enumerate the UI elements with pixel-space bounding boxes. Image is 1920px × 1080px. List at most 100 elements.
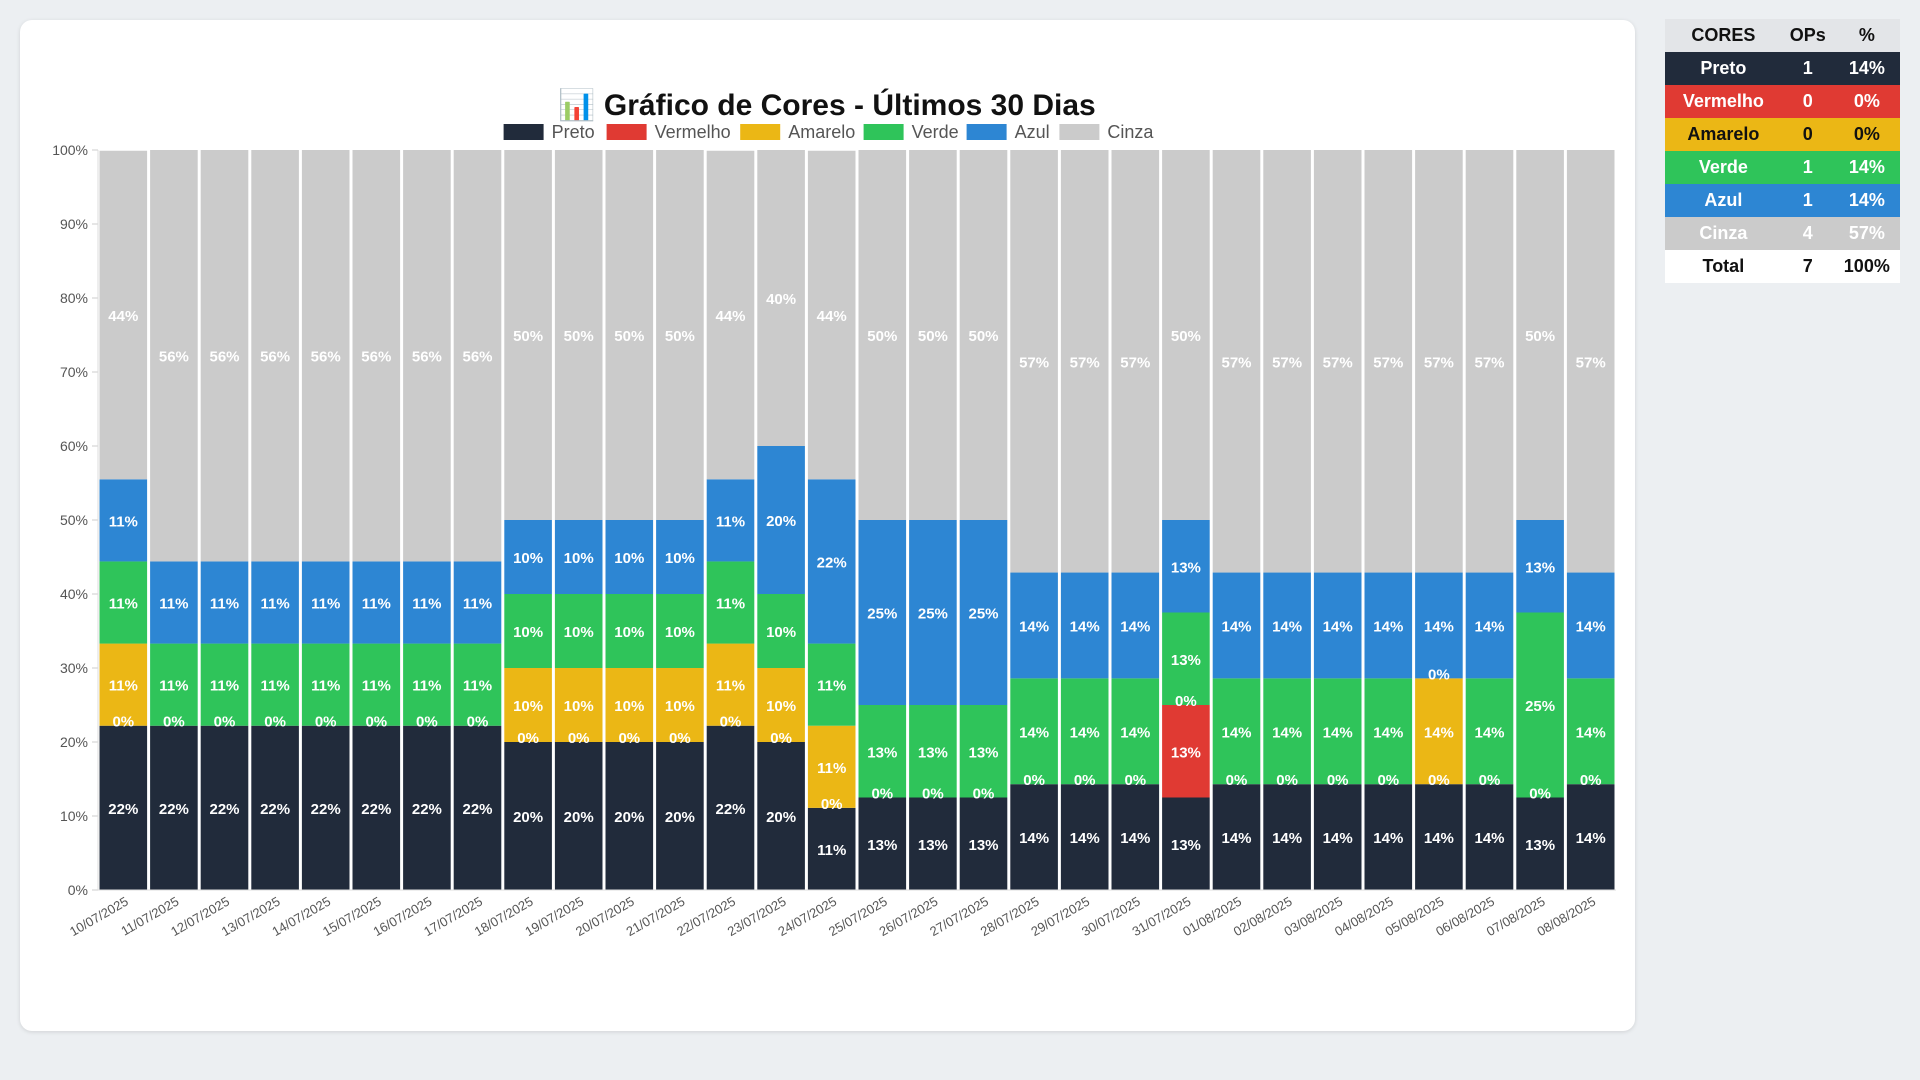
data-label-cinza: 56% xyxy=(462,349,492,366)
data-label-azul: 25% xyxy=(918,606,948,623)
bar-segment-preto xyxy=(1516,797,1564,890)
bar-segment-cinza xyxy=(605,150,654,520)
bar-segment-cinza xyxy=(301,150,350,562)
data-label-amarelo: 11% xyxy=(109,678,138,695)
bar-segment-preto xyxy=(99,725,148,890)
bar-segment-cinza xyxy=(656,150,704,520)
bar-segment-amarelo xyxy=(656,668,704,742)
data-label-preto: 14% xyxy=(1323,830,1353,847)
bar-segment-verde xyxy=(301,643,350,726)
bar-segment-preto xyxy=(1212,784,1261,890)
bar-segment-cinza xyxy=(807,150,856,480)
bar-segment-preto xyxy=(656,742,704,890)
data-label-preto: 14% xyxy=(1424,830,1454,847)
data-label-verde: 14% xyxy=(1272,724,1302,741)
data-label-verde: 14% xyxy=(1070,724,1100,741)
y-tick-label: 0% xyxy=(68,882,88,898)
data-label-verde: 14% xyxy=(1576,724,1606,741)
bar-segment-cinza xyxy=(1465,150,1514,573)
data-label-vermelho: 0% xyxy=(1529,786,1551,803)
bar-segment-preto xyxy=(1263,784,1311,890)
total-label: Total xyxy=(1665,250,1782,283)
data-label-vermelho: 0% xyxy=(973,786,995,803)
data-label-amarelo: 10% xyxy=(665,698,695,715)
y-tick-label: 70% xyxy=(60,364,88,380)
bar-segment-verde xyxy=(757,594,805,668)
bar-segment-azul xyxy=(1415,572,1463,679)
bar-segment-cinza xyxy=(1162,150,1210,520)
legend-label-vermelho: Vermelho xyxy=(655,122,731,142)
data-label-azul: 22% xyxy=(817,554,847,571)
data-label-preto: 22% xyxy=(462,801,492,818)
data-label-azul: 14% xyxy=(1323,618,1353,635)
row-percent: 0% xyxy=(1833,118,1900,151)
chart-title: 📊 Gráfico de Cores - Últimos 30 Dias xyxy=(558,87,1096,122)
bar-segment-cinza xyxy=(403,150,451,562)
bar-segment-azul xyxy=(453,561,502,644)
bar-segment-verde xyxy=(807,643,856,726)
data-label-azul: 11% xyxy=(109,513,138,530)
bar-segment-cinza xyxy=(150,150,198,562)
color-summary-table: CORES OPs % Preto 1 14% Vermelho 0 0% Am… xyxy=(1665,19,1900,283)
bar-segment-preto xyxy=(1162,797,1210,890)
bar-segment-verde xyxy=(554,594,603,668)
bar-segment-preto xyxy=(554,742,603,890)
bar-segment-verde xyxy=(959,705,1008,798)
row-percent: 14% xyxy=(1833,184,1900,217)
data-label-azul: 25% xyxy=(867,606,897,623)
data-label-azul: 10% xyxy=(665,550,695,567)
data-label-cinza: 57% xyxy=(1120,354,1150,371)
bar-segment-cinza xyxy=(1313,150,1362,573)
bar-segment-cinza xyxy=(352,150,401,562)
bar-segment-amarelo xyxy=(605,668,654,742)
y-tick-label: 80% xyxy=(60,290,88,306)
data-label-preto: 13% xyxy=(1525,837,1555,854)
data-label-vermelho: 0% xyxy=(467,714,489,731)
bar-segment-azul xyxy=(605,520,654,594)
data-label-cinza: 50% xyxy=(614,328,644,345)
y-tick-label: 40% xyxy=(60,586,88,602)
data-label-vermelho: 0% xyxy=(1074,772,1096,789)
bar-segment-preto xyxy=(757,742,805,890)
bar-segment-azul xyxy=(403,561,451,644)
data-label-cinza: 56% xyxy=(311,349,341,366)
data-label-preto: 13% xyxy=(867,837,897,854)
data-label-preto: 14% xyxy=(1221,830,1251,847)
legend-label-amarelo: Amarelo xyxy=(788,122,855,142)
data-label-preto: 14% xyxy=(1070,830,1100,847)
data-label-preto: 14% xyxy=(1474,830,1504,847)
y-tick-label: 30% xyxy=(60,660,88,676)
bar-segment-verde xyxy=(403,643,451,726)
legend-swatch-cinza xyxy=(1059,124,1100,140)
bar-segment-preto xyxy=(504,742,552,890)
data-label-verde: 11% xyxy=(109,596,138,613)
bar-segment-azul xyxy=(1212,572,1261,679)
data-label-preto: 22% xyxy=(108,801,138,818)
y-tick-label: 10% xyxy=(60,808,88,824)
data-label-vermelho: 0% xyxy=(669,730,691,747)
bar-segment-preto xyxy=(1566,784,1615,890)
data-label-vermelho: 0% xyxy=(720,714,742,731)
data-label-cinza: 57% xyxy=(1474,354,1504,371)
bar-segment-preto xyxy=(1415,784,1463,890)
data-label-amarelo: 10% xyxy=(513,698,543,715)
bar-segment-verde xyxy=(1566,678,1615,785)
bar-segment-cinza xyxy=(99,150,148,480)
data-label-azul: 11% xyxy=(362,596,391,613)
bars xyxy=(99,150,1615,890)
data-label-azul: 25% xyxy=(968,606,998,623)
data-label-cinza: 56% xyxy=(361,349,391,366)
data-label-vermelho: 0% xyxy=(1327,772,1349,789)
data-label-vermelho: 0% xyxy=(1124,772,1146,789)
bar-segment-vermelho xyxy=(1162,705,1210,798)
data-label-vermelho: 13% xyxy=(1171,744,1201,761)
row-ops: 0 xyxy=(1781,118,1834,151)
data-label-cinza: 57% xyxy=(1221,354,1251,371)
data-label-cinza: 56% xyxy=(209,349,239,366)
data-label-vermelho: 0% xyxy=(1276,772,1298,789)
bar-segment-azul xyxy=(959,520,1008,705)
bar-segment-verde xyxy=(1516,612,1564,798)
legend-label-azul: Azul xyxy=(1015,122,1050,142)
data-label-vermelho: 0% xyxy=(568,730,590,747)
data-label-vermelho: 0% xyxy=(770,730,792,747)
